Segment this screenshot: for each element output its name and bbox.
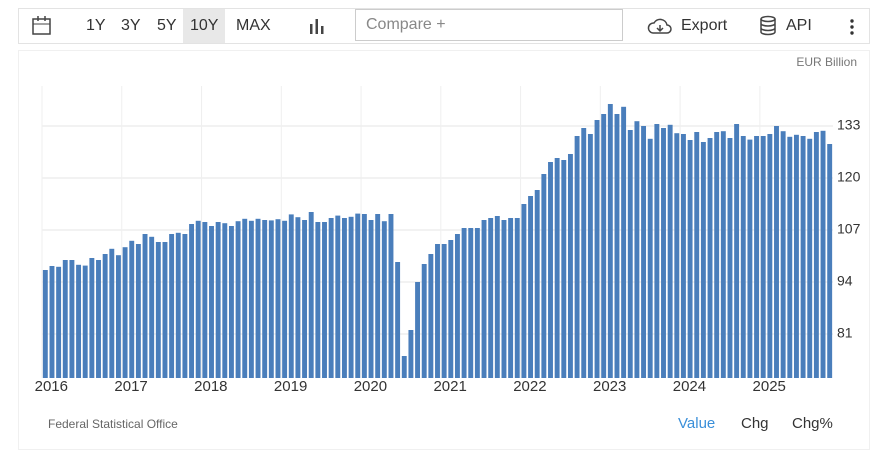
api-button[interactable]: API — [786, 17, 812, 34]
chart-type-icon[interactable] — [307, 16, 327, 36]
api-icon[interactable] — [758, 15, 778, 37]
calendar-icon[interactable] — [31, 15, 53, 37]
tab[interactable]: Value — [678, 415, 716, 432]
chart-panel — [18, 50, 870, 450]
range-button[interactable]: 3Y — [121, 17, 141, 34]
range-button[interactable]: 10Y — [183, 9, 226, 43]
range-button[interactable]: 1Y — [86, 17, 106, 34]
tab[interactable]: Chg — [741, 415, 769, 432]
menu-icon[interactable] — [847, 17, 857, 37]
compare-input[interactable]: Compare + — [355, 9, 623, 41]
tab[interactable]: Chg% — [792, 415, 833, 432]
range-button[interactable]: 5Y — [157, 17, 177, 34]
toolbar: 1Y 3Y 5Y 10Y MAX Compare + Export API — [18, 8, 870, 44]
export-icon[interactable] — [647, 17, 673, 37]
export-button[interactable]: Export — [681, 17, 728, 34]
range-button[interactable]: MAX — [236, 17, 271, 34]
